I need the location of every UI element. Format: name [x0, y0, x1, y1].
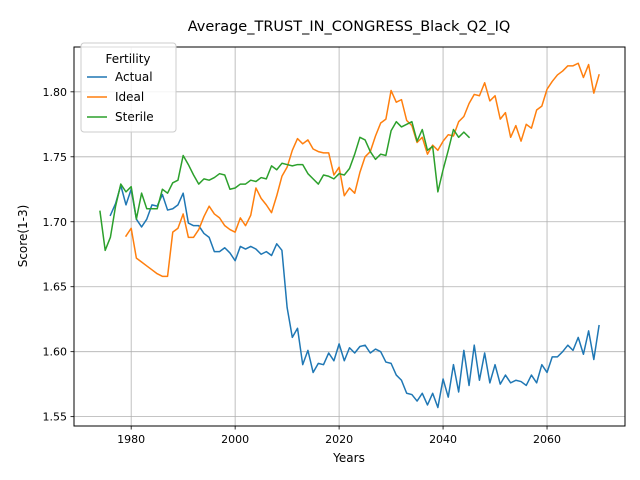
legend-label-ideal: Ideal	[115, 90, 144, 104]
x-axis-label: Years	[332, 451, 365, 465]
y-tick-label: 1.60	[43, 346, 68, 359]
y-axis-label: Score(1-3)	[16, 205, 30, 268]
series-lines	[99, 62, 600, 409]
x-tick-label: 2000	[221, 433, 249, 446]
x-tick-label: 1980	[117, 433, 145, 446]
legend-box	[80, 42, 177, 133]
legend-label-actual: Actual	[115, 70, 153, 84]
y-tick-label: 1.80	[43, 86, 68, 99]
y-tick-label: 1.65	[43, 281, 68, 294]
x-tick-label: 2060	[533, 433, 561, 446]
series-line-ideal	[124, 62, 600, 278]
y-tick-label: 1.75	[43, 151, 68, 164]
chart-title: Average_TRUST_IN_CONGRESS_Black_Q2_IQ	[188, 19, 511, 35]
legend: Fertility Actual Ideal Sterile	[80, 42, 177, 133]
legend-items: Actual Ideal Sterile	[87, 70, 154, 124]
series-line-actual	[109, 184, 600, 409]
series-line-sterile	[99, 120, 471, 252]
x-tick-label: 2020	[325, 433, 353, 446]
y-tick-label: 1.55	[43, 411, 68, 424]
grid-lines	[74, 47, 625, 426]
legend-label-sterile: Sterile	[115, 110, 154, 124]
y-axis: 1.55 1.60 1.65 1.70 1.75 1.80	[43, 86, 74, 424]
plot-frame	[73, 46, 626, 427]
x-tick-label: 2040	[429, 433, 457, 446]
y-tick-label: 1.70	[43, 216, 68, 229]
x-axis: 1980 2000 2020 2040 2060	[117, 426, 561, 446]
legend-title: Fertility	[105, 52, 150, 66]
